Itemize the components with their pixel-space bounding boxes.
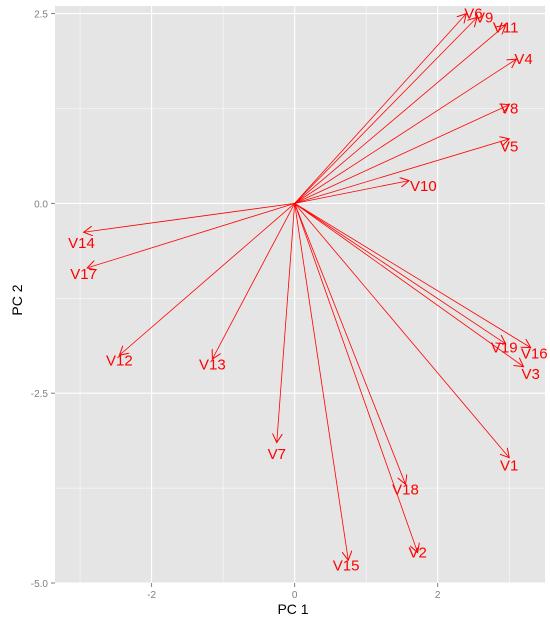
x-tick-label: 0 [292,590,298,601]
grid-lines [55,6,545,584]
vector-v4-arrow [294,59,517,204]
vector-v7-arrow [277,203,296,442]
vector-v16-label: V16 [521,346,548,363]
plot-panel [55,6,545,583]
vector-v19-arrow [294,203,506,343]
vector-v2-label: V2 [408,545,426,562]
vector-v15-label: V15 [333,558,360,575]
vector-v10-label: V10 [410,178,437,195]
vector-v18-label: V18 [392,482,419,499]
x-tick-label: -2 [147,590,156,601]
vector-v17-label: V17 [70,266,97,283]
vector-v8-label: V8 [500,100,518,117]
vector-v9-arrow [294,17,477,204]
vector-v17-arrow [87,203,295,268]
vector-v14-label: V14 [68,235,95,252]
vector-v12-arrow [119,203,295,355]
vector-v3-label: V3 [522,366,540,383]
y-tick-label: -5.0 [31,579,49,590]
vector-v5-arrow [294,139,510,204]
vector-v3-arrow [294,203,524,366]
vector-v9-label: V9 [475,9,493,26]
vector-v2-arrow [294,203,418,552]
vector-v12-label: V12 [106,353,133,370]
axis-ticks: -2 0 2 2.5 0.0 -2.5 -5.0 [31,10,441,601]
vector-v1-label: V1 [500,457,518,474]
vector-v19-label: V19 [491,340,518,357]
vector-v16-arrow [294,203,531,347]
vector-v13-arrow [212,203,295,359]
vector-v11-label: V11 [493,19,519,36]
vector-v7-label: V7 [268,446,286,463]
vector-v4-label: V4 [514,51,532,68]
y-tick-label: -2.5 [31,389,49,400]
vector-v8-arrow [294,105,510,204]
vector-v10-arrow [294,181,409,204]
vector-v1-arrow [294,203,510,457]
vector-v13-label: V13 [199,356,226,373]
y-axis-title: PC 2 [9,284,25,315]
vector-v5-label: V5 [500,138,518,155]
vector-v18-arrow [294,203,406,484]
vector-v6-arrow [294,14,467,204]
x-tick-label: 2 [435,590,441,601]
vector-v11-arrow [294,25,506,204]
y-tick-label: 0.0 [34,199,48,210]
x-axis-title: PC 1 [277,601,308,617]
vector-v14-arrow [84,202,295,232]
vector-v15-arrow [294,203,349,560]
y-tick-label: 2.5 [34,10,48,21]
